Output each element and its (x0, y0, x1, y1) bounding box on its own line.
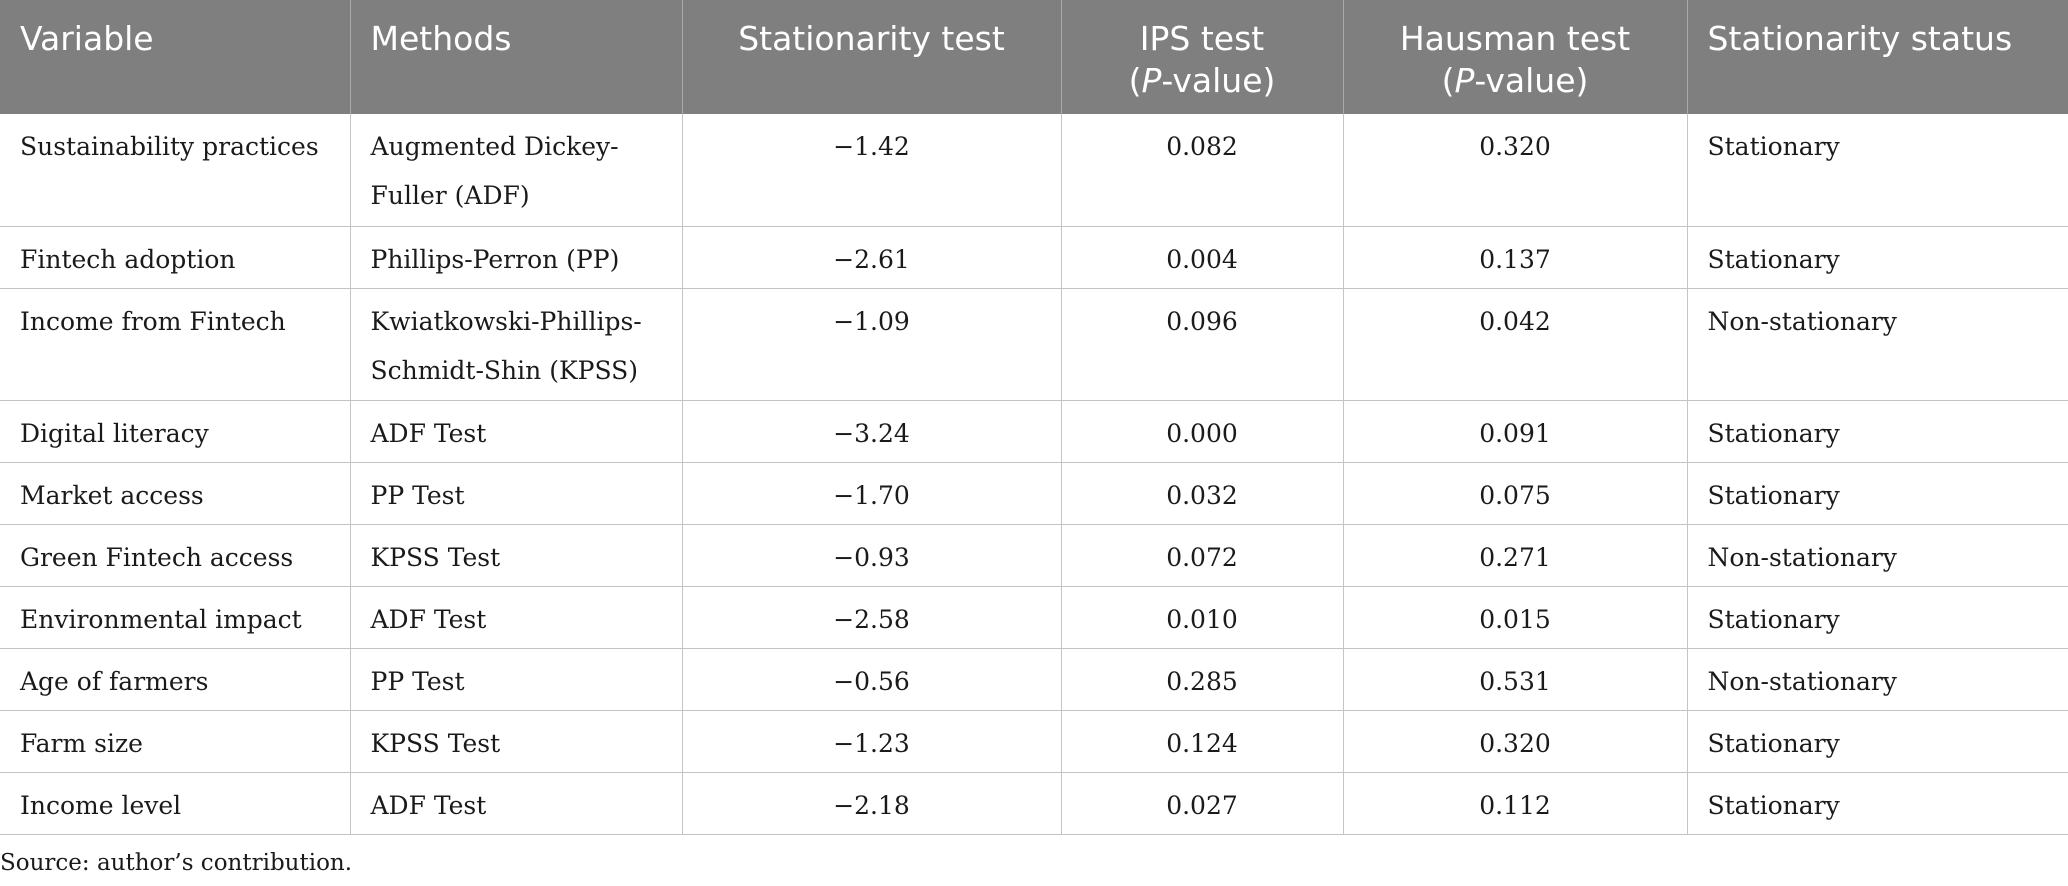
table-row: Fintech adoption Phillips-Perron (PP) −2… (0, 226, 2068, 289)
table-row: Digital literacy ADF Test −3.24 0.000 0.… (0, 400, 2068, 463)
table-row: Income from Fintech Kwiatkowski-Phillips… (0, 288, 2068, 401)
cell-variable: Market access (0, 462, 351, 525)
cell-ips-test: 0.027 (1060, 772, 1344, 835)
cell-variable: Fintech adoption (0, 226, 351, 289)
cell-ips-test: 0.010 (1060, 586, 1344, 649)
cell-method: KPSS Test (349, 524, 683, 587)
cell-stationarity-status: Stationary (1686, 462, 2068, 525)
cell-method: ADF Test (349, 586, 683, 649)
table-row: Market access PP Test −1.70 0.032 0.075 … (0, 462, 2068, 525)
cell-stationarity-status: Stationary (1686, 710, 2068, 773)
cell-method: Augmented Dickey-Fuller (ADF) (349, 114, 683, 227)
header-row: Variable Methods Stationarity test IPS t… (0, 0, 2068, 114)
cell-stationarity-test: −0.56 (681, 648, 1062, 711)
table-row: Green Fintech access KPSS Test −0.93 0.0… (0, 524, 2068, 587)
cell-stationarity-test: −0.93 (681, 524, 1062, 587)
cell-hausman-test: 0.137 (1342, 226, 1688, 289)
cell-hausman-test: 0.320 (1342, 710, 1688, 773)
cell-method: ADF Test (349, 772, 683, 835)
cell-stationarity-status: Stationary (1686, 586, 2068, 649)
cell-ips-test: 0.124 (1060, 710, 1344, 773)
cell-hausman-test: 0.091 (1342, 400, 1688, 463)
cell-method: PP Test (349, 462, 683, 525)
cell-variable: Green Fintech access (0, 524, 351, 587)
cell-ips-test: 0.096 (1060, 288, 1344, 401)
cell-stationarity-status: Stationary (1686, 400, 2068, 463)
cell-stationarity-status: Stationary (1686, 772, 2068, 835)
header-hausman-test-label: Hausman test (1399, 19, 1631, 58)
cell-stationarity-test: −1.42 (681, 114, 1062, 227)
cell-stationarity-test: −1.70 (681, 462, 1062, 525)
cell-stationarity-status: Non-stationary (1686, 524, 2068, 587)
cell-ips-test: 0.032 (1060, 462, 1344, 525)
cell-ips-test: 0.082 (1060, 114, 1344, 227)
table-row: Income level ADF Test −2.18 0.027 0.112 … (0, 772, 2068, 835)
cell-variable: Environmental impact (0, 586, 351, 649)
header-ips-test: IPS test (P-value) (1061, 0, 1344, 114)
cell-hausman-test: 0.320 (1342, 114, 1688, 227)
cell-stationarity-status: Non-stationary (1686, 648, 2068, 711)
table-row: Farm size KPSS Test −1.23 0.124 0.320 St… (0, 710, 2068, 773)
cell-variable: Age of farmers (0, 648, 351, 711)
header-variable: Variable (0, 0, 351, 114)
cell-hausman-test: 0.015 (1342, 586, 1688, 649)
cell-stationarity-status: Stationary (1686, 226, 2068, 289)
header-ips-test-pvalue: (P-value) (1128, 61, 1276, 100)
cell-method: PP Test (349, 648, 683, 711)
header-methods: Methods (350, 0, 683, 114)
cell-stationarity-test: −2.18 (681, 772, 1062, 835)
cell-ips-test: 0.072 (1060, 524, 1344, 587)
cell-hausman-test: 0.531 (1342, 648, 1688, 711)
cell-hausman-test: 0.112 (1342, 772, 1688, 835)
cell-variable: Income from Fintech (0, 288, 351, 401)
table-row: Sustainability practices Augmented Dicke… (0, 114, 2068, 227)
cell-variable: Income level (0, 772, 351, 835)
cell-variable: Farm size (0, 710, 351, 773)
cell-method: Kwiatkowski-Phillips-Schmidt-Shin (KPSS) (349, 288, 683, 401)
table-row: Age of farmers PP Test −0.56 0.285 0.531… (0, 648, 2068, 711)
cell-method: ADF Test (349, 400, 683, 463)
cell-stationarity-status: Stationary (1686, 114, 2068, 227)
cell-variable: Sustainability practices (0, 114, 351, 227)
cell-stationarity-status: Non-stationary (1686, 288, 2068, 401)
table-body: Sustainability practices Augmented Dicke… (0, 114, 2068, 835)
cell-stationarity-test: −2.58 (681, 586, 1062, 649)
header-hausman-test-pvalue: (P-value) (1441, 61, 1589, 100)
cell-stationarity-test: −2.61 (681, 226, 1062, 289)
stationarity-table: Variable Methods Stationarity test IPS t… (0, 0, 2068, 835)
cell-ips-test: 0.000 (1060, 400, 1344, 463)
cell-method: Phillips-Perron (PP) (349, 226, 683, 289)
cell-ips-test: 0.004 (1060, 226, 1344, 289)
cell-hausman-test: 0.075 (1342, 462, 1688, 525)
cell-hausman-test: 0.271 (1342, 524, 1688, 587)
header-stationarity-test: Stationarity test (682, 0, 1062, 114)
header-ips-test-label: IPS test (1139, 19, 1265, 58)
cell-stationarity-test: −1.09 (681, 288, 1062, 401)
table-header: Variable Methods Stationarity test IPS t… (0, 0, 2068, 114)
cell-ips-test: 0.285 (1060, 648, 1344, 711)
table-row: Environmental impact ADF Test −2.58 0.01… (0, 586, 2068, 649)
cell-stationarity-test: −3.24 (681, 400, 1062, 463)
source-footnote: Source: author’s contribution. (0, 850, 353, 876)
header-stationarity-status: Stationarity status (1687, 0, 2068, 114)
cell-variable: Digital literacy (0, 400, 351, 463)
header-hausman-test: Hausman test (P-value) (1343, 0, 1688, 114)
cell-stationarity-test: −1.23 (681, 710, 1062, 773)
cell-hausman-test: 0.042 (1342, 288, 1688, 401)
cell-method: KPSS Test (349, 710, 683, 773)
